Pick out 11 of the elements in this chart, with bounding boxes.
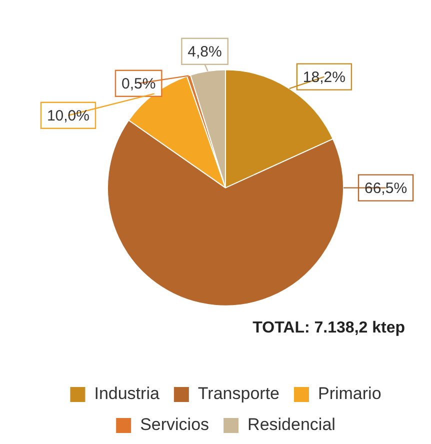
legend-label: Transporte bbox=[198, 384, 280, 404]
legend-label: Servicios bbox=[140, 415, 210, 434]
data-label: 10,0% bbox=[46, 108, 90, 125]
data-label: 0,5% bbox=[121, 76, 156, 93]
text: TOTAL: 7.138,2 ktep bbox=[252, 319, 406, 336]
data-label: 66,5% bbox=[364, 180, 408, 197]
legend-label: Industria bbox=[94, 384, 160, 404]
data-label: 18,2% bbox=[302, 68, 346, 86]
legend-label: Primario bbox=[318, 384, 382, 404]
legend-label: Residencial bbox=[248, 415, 336, 434]
data-label: 4,8% bbox=[188, 44, 222, 61]
